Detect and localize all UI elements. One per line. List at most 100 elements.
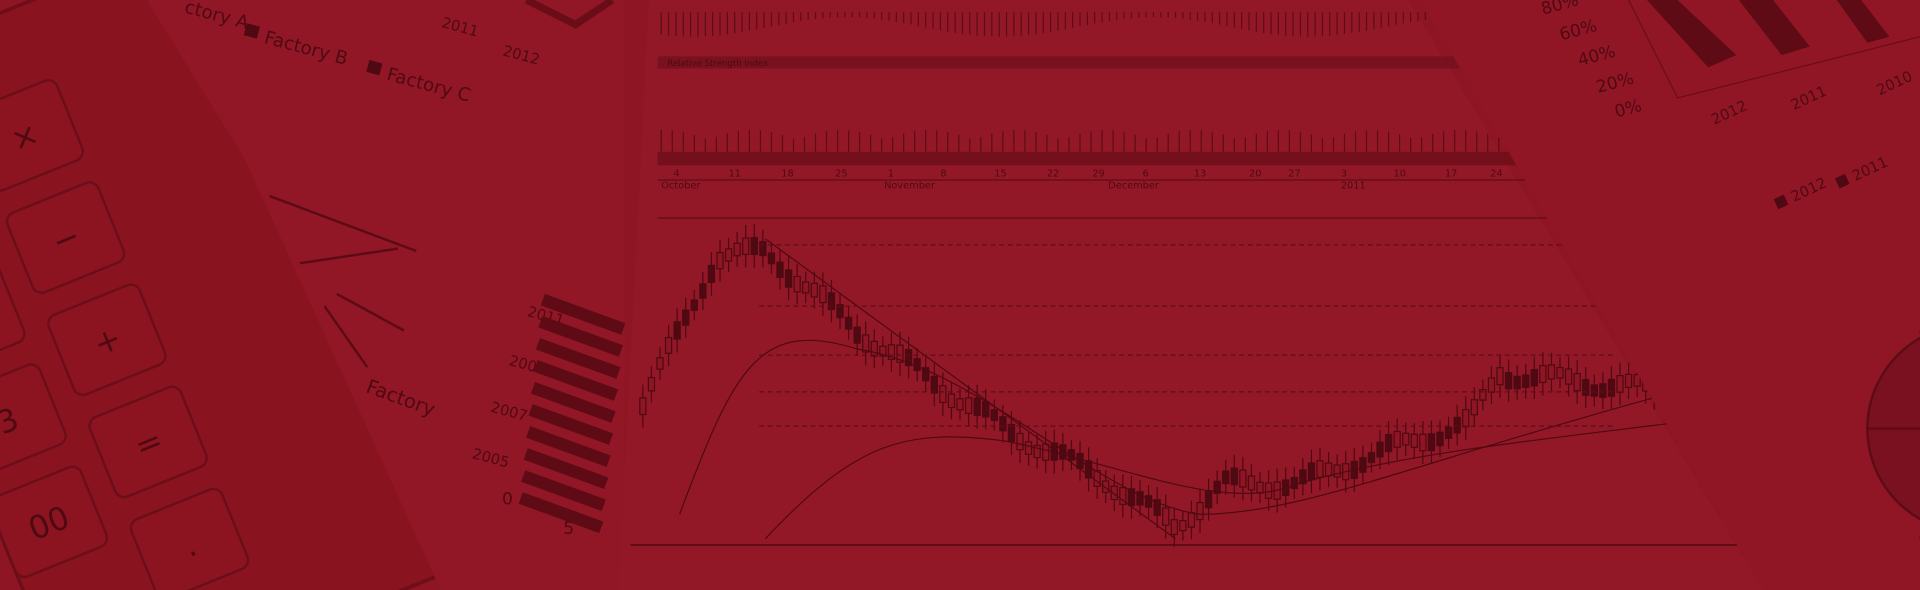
month-label: October [661, 181, 701, 192]
candle [1033, 444, 1041, 459]
candle [1530, 369, 1538, 387]
candle [1187, 512, 1196, 528]
day-label: 17 [1445, 168, 1457, 179]
candle [1153, 499, 1161, 517]
candle [922, 367, 930, 382]
candle [836, 304, 844, 319]
candle [1599, 383, 1607, 398]
axis-label: 5 [563, 519, 574, 539]
candle [1522, 374, 1530, 389]
candle [1410, 433, 1418, 448]
candle [1119, 487, 1127, 505]
candle [1290, 476, 1298, 490]
candle [1127, 488, 1136, 507]
candle [699, 283, 707, 299]
calc-key [88, 385, 208, 499]
side-bar [533, 360, 619, 401]
candle [1307, 462, 1316, 481]
candle [1607, 378, 1616, 397]
candle [1144, 495, 1153, 508]
candle [1110, 485, 1118, 501]
calc-key [0, 79, 85, 192]
candle [759, 240, 767, 257]
candle [870, 340, 878, 357]
candle [1204, 491, 1213, 509]
candle [1427, 433, 1436, 452]
candle [1247, 475, 1256, 491]
candle [707, 264, 716, 284]
candle [939, 385, 947, 404]
candle [1359, 457, 1367, 473]
calc-key [0, 465, 109, 579]
legend-swatch [243, 23, 260, 39]
side-bar [540, 293, 626, 335]
side-bar [538, 315, 623, 357]
moving-average [679, 339, 1654, 515]
candle [1504, 371, 1513, 390]
candle [887, 344, 896, 361]
candle [647, 376, 656, 392]
side-bar [530, 382, 616, 423]
day-label: 18 [781, 168, 793, 179]
candle [1582, 379, 1590, 396]
candle [742, 237, 750, 255]
candle [1299, 469, 1307, 485]
candle [1213, 480, 1221, 495]
side-bar [521, 470, 606, 512]
candle [1316, 460, 1324, 478]
candle [656, 357, 664, 370]
candle [896, 344, 904, 363]
panel-label: Relative Strength Index [667, 59, 768, 69]
candle [1513, 375, 1521, 390]
day-label: 6 [1142, 168, 1148, 179]
candle [1264, 482, 1273, 499]
candle [1470, 399, 1478, 416]
candle [767, 252, 776, 265]
day-label: 29 [1092, 168, 1104, 179]
candle [1616, 375, 1624, 393]
side-bar [528, 404, 614, 445]
month-label: November [884, 181, 936, 192]
candle [1093, 470, 1101, 487]
day-label: 27 [1288, 168, 1300, 179]
candle [879, 345, 887, 357]
candle [1239, 469, 1247, 488]
candle [1624, 373, 1633, 389]
candle [1179, 519, 1187, 532]
candle [1007, 423, 1016, 443]
candle [1016, 432, 1024, 451]
candle [1556, 366, 1564, 379]
calc-key [0, 261, 26, 374]
day-label: 8 [940, 168, 946, 179]
candle [1419, 433, 1427, 452]
candle [1102, 480, 1110, 493]
candle [1333, 464, 1341, 478]
calc-key [0, 363, 67, 477]
candle [776, 261, 784, 278]
candle [1196, 501, 1204, 521]
candle [973, 397, 981, 416]
candle [827, 292, 836, 311]
day-label: 20 [1249, 168, 1261, 179]
day-label: 4 [673, 168, 679, 179]
candle [1590, 384, 1598, 397]
candle [1024, 441, 1033, 455]
candle [1230, 467, 1238, 486]
candle [982, 401, 990, 418]
side-bar [535, 337, 621, 379]
day-label: 25 [835, 168, 847, 179]
candle [1444, 426, 1453, 439]
candle [1222, 470, 1230, 485]
candle [1324, 462, 1333, 477]
candle [1436, 431, 1444, 447]
candle [964, 397, 973, 414]
candle [1162, 507, 1170, 526]
candle [784, 269, 793, 288]
candle [810, 282, 818, 298]
candle [724, 248, 733, 262]
candle [930, 375, 938, 394]
candle [862, 334, 870, 353]
paper-center: Relative Strength Index 4 11 18 25 1 8 15 22 29 6… [618, 0, 1764, 590]
